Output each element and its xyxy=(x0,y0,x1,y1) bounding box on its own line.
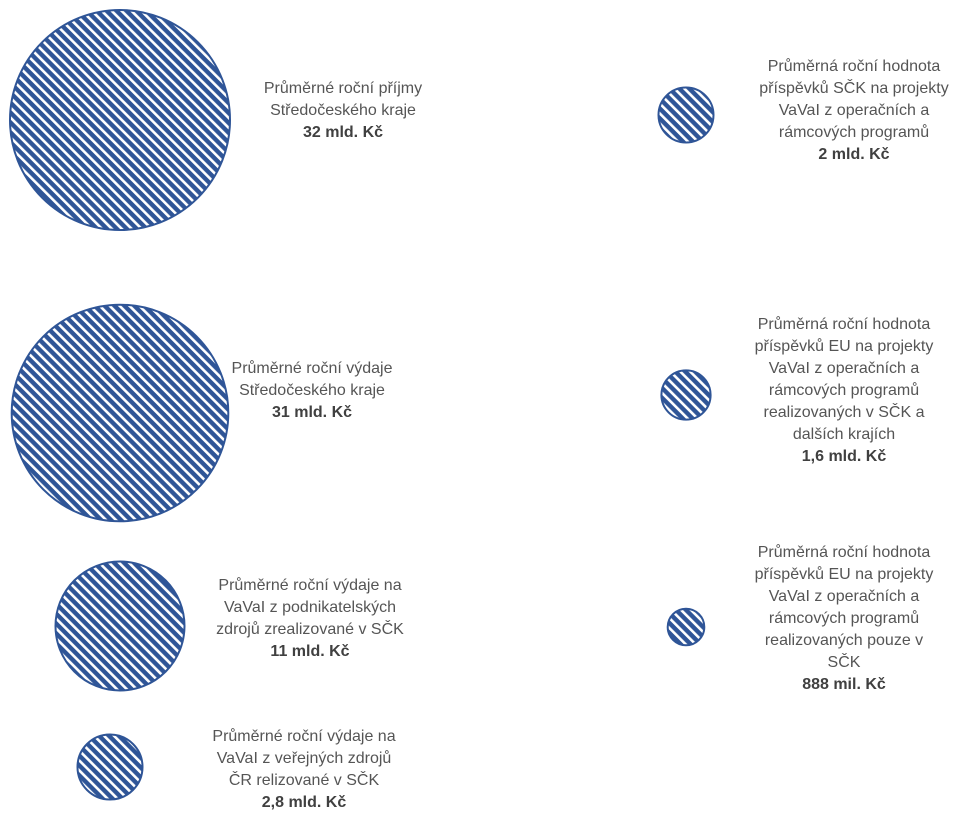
bubble-label-7: Průměrná roční hodnota příspěvků EU na pr… xyxy=(724,542,964,696)
bubble-5 xyxy=(657,86,715,144)
bubble-label-3: Průměrné roční výdaje na VaVaI z podnikat… xyxy=(190,575,430,663)
bubble-6 xyxy=(660,369,712,421)
bubble-label-line: SČK xyxy=(827,654,861,671)
bubble-7 xyxy=(666,607,706,647)
bubble-label-1: Průměrné roční příjmy Středočeského kraje… xyxy=(233,78,453,144)
bubble-value-label: 888 mil. Kč xyxy=(802,676,886,693)
bubble-label-line: Průměrná roční hodnota xyxy=(757,544,931,561)
bubble-label-line: příspěvků EU na projekty xyxy=(754,566,934,583)
bubble-value-label: 2,8 mld. Kč xyxy=(261,794,347,811)
bubble-label-line: rámcových programů xyxy=(768,610,920,627)
bubble-label-line: ČR relizované v SČK xyxy=(228,772,380,789)
bubble-label-line: Průměrné roční výdaje xyxy=(231,360,393,377)
bubble-label-line: rámcových programů xyxy=(778,124,930,141)
bubble-label-line: příspěvků SČK na projekty xyxy=(759,80,949,97)
bubble-label-line: Průměrné roční výdaje na xyxy=(218,577,402,594)
bubble-label-4: Průměrné roční výdaje na VaVaI z veřejnýc… xyxy=(184,726,424,814)
bubble-label-line: rámcových programů xyxy=(768,382,920,399)
bubble-value-label: 31 mld. Kč xyxy=(271,404,353,421)
bubble-value-label: 2 mld. Kč xyxy=(818,146,890,163)
bubble-label-line: zdrojů zrealizované v SČK xyxy=(216,621,404,638)
bubble-1 xyxy=(9,9,231,231)
bubble-value-label: 11 mld. Kč xyxy=(270,643,350,660)
bubble-label-line: VaVaI z operačních a xyxy=(778,102,930,119)
bubble-label-line: příspěvků EU na projekty xyxy=(754,338,934,355)
bubble-label-line: Středočeského kraje xyxy=(239,382,385,399)
bubble-label-6: Průměrná roční hodnota příspěvků EU na pr… xyxy=(724,314,964,468)
bubble-4 xyxy=(76,733,144,801)
bubble-label-line: Průměrné roční příjmy xyxy=(263,80,423,97)
bubble-label-line: realizovaných v SČK a xyxy=(763,404,925,421)
bubble-label-line: realizovaných pouze v xyxy=(764,632,924,649)
bubble-label-2: Průměrné roční výdaje Středočeského kraje… xyxy=(202,358,422,424)
bubble-label-line: VaVaI z veřejných zdrojů xyxy=(216,750,392,767)
bubble-label-line: VaVaI z podnikatelských xyxy=(224,599,396,616)
bubble-label-5: Průměrná roční hodnota příspěvků SČK na p… xyxy=(734,56,965,166)
bubble-3 xyxy=(54,560,186,692)
bubble-label-line: Průměrná roční hodnota xyxy=(757,316,931,333)
bubble-value-label: 1,6 mld. Kč xyxy=(801,448,887,465)
bubble-label-line: Středočeského kraje xyxy=(270,102,416,119)
bubble-label-line: VaVaI z operačních a xyxy=(768,360,920,377)
bubble-label-line: Průměrná roční hodnota xyxy=(767,58,941,75)
bubble-label-line: dalších krajích xyxy=(792,426,896,443)
bubble-2 xyxy=(10,303,230,523)
bubble-label-line: Průměrné roční výdaje na xyxy=(212,728,396,745)
bubble-value-label: 32 mld. Kč xyxy=(302,124,384,141)
bubble-label-line: VaVaI z operačních a xyxy=(768,588,920,605)
